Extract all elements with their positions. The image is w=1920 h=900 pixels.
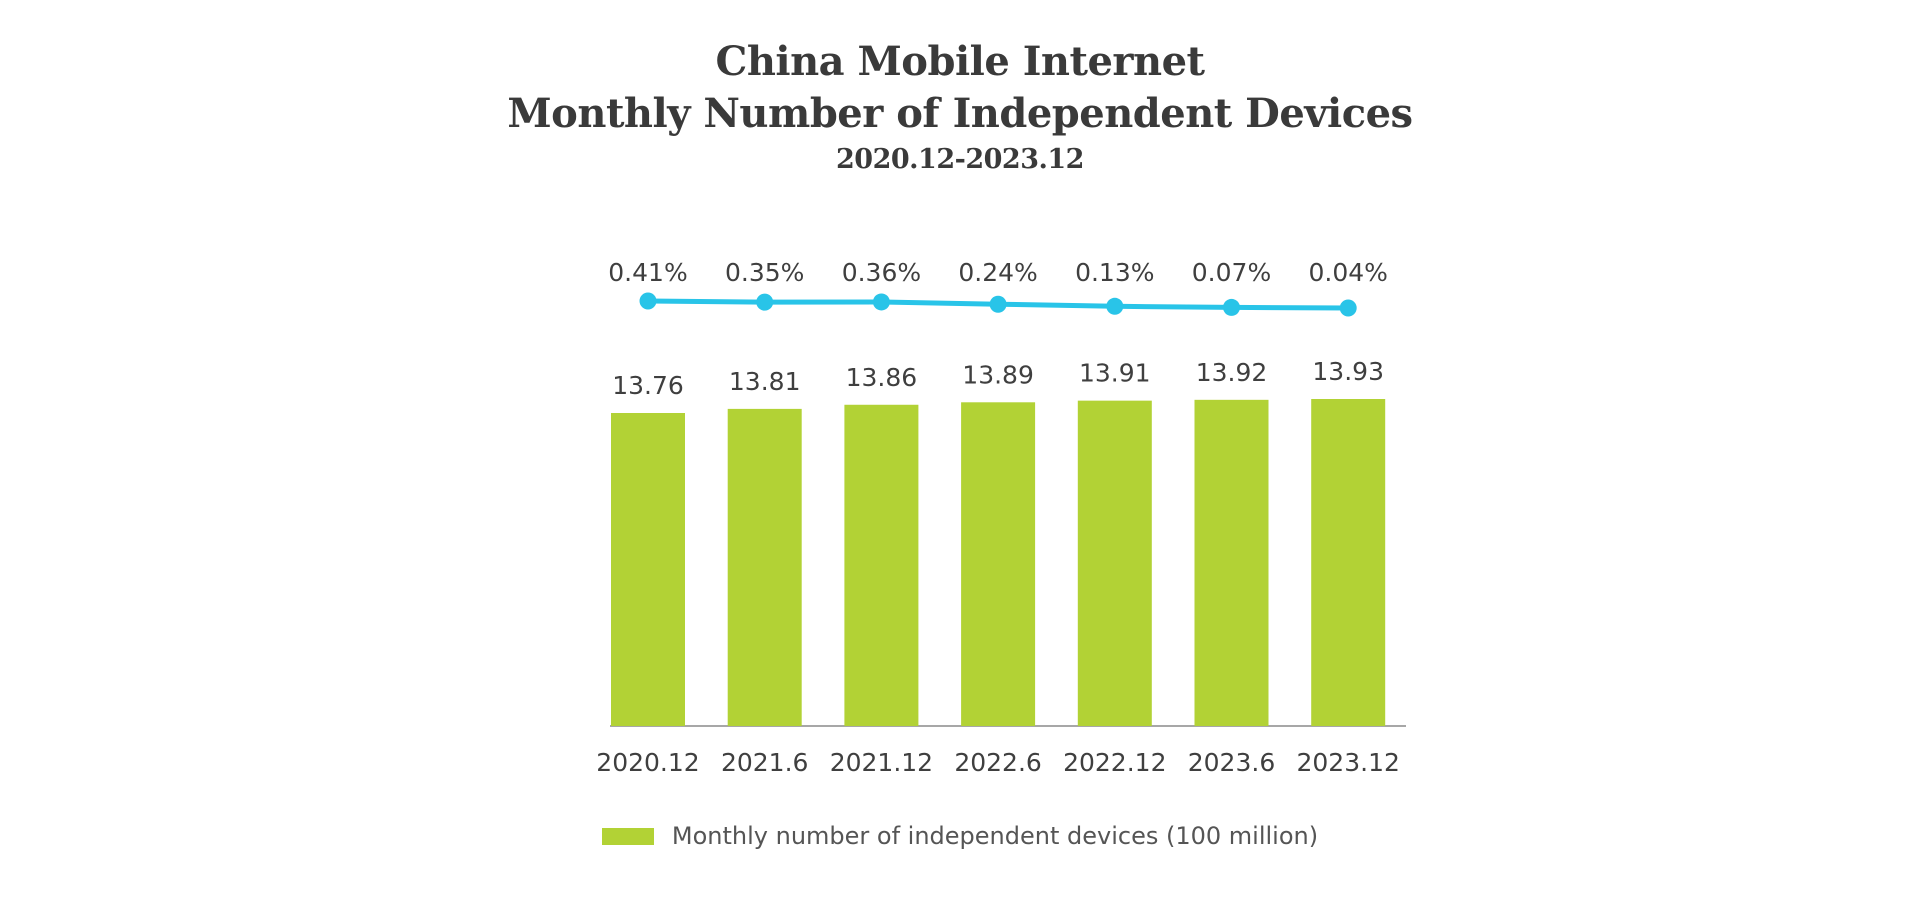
legend: Monthly number of independent devices (1… xyxy=(0,822,1920,850)
bar-value-label: 13.76 xyxy=(612,371,684,400)
bar-value-label: 13.91 xyxy=(1079,359,1151,388)
bar-value-label: 13.92 xyxy=(1196,358,1268,387)
bar-value-label: 13.86 xyxy=(846,363,918,392)
growth-point-2021.6 xyxy=(756,293,774,311)
x-tick-label: 2023.6 xyxy=(1188,748,1275,777)
chart-title-line-1: China Mobile Internet xyxy=(715,38,1205,85)
chart-subtitle: 2020.12-2023.12 xyxy=(836,144,1084,175)
growth-point-2021.12 xyxy=(872,293,890,311)
chart-title-block: China Mobile Internet Monthly Number of … xyxy=(0,36,1920,180)
x-tick-label: 2023.12 xyxy=(1297,748,1400,777)
growth-value-label: 0.24% xyxy=(958,258,1037,287)
growth-point-2022.6 xyxy=(989,295,1007,313)
chart-title-line-2: Monthly Number of Independent Devices xyxy=(507,90,1413,137)
bar-2023.6 xyxy=(1194,399,1269,726)
growth-point-2020.12 xyxy=(639,292,657,310)
growth-point-2022.12 xyxy=(1106,297,1124,315)
growth-value-label: 0.07% xyxy=(1192,258,1271,287)
x-tick-label: 2021.12 xyxy=(830,748,933,777)
growth-value-label: 0.36% xyxy=(842,258,921,287)
legend-label: Monthly number of independent devices (1… xyxy=(671,822,1319,850)
growth-point-2023.12 xyxy=(1339,299,1357,317)
x-tick-label: 2020.12 xyxy=(596,748,699,777)
legend-swatch xyxy=(601,827,654,845)
bar-2021.12 xyxy=(844,404,919,726)
growth-value-label: 0.13% xyxy=(1075,258,1154,287)
x-tick-label: 2021.6 xyxy=(721,748,808,777)
bar-value-label: 13.81 xyxy=(729,367,801,396)
bar-value-label: 13.89 xyxy=(962,360,1034,389)
x-tick-label: 2022.6 xyxy=(954,748,1041,777)
bar-2022.6 xyxy=(961,402,1036,726)
growth-point-2023.6 xyxy=(1223,298,1240,316)
bar-2021.6 xyxy=(727,408,802,726)
growth-value-label: 0.04% xyxy=(1308,258,1387,287)
growth-value-label: 0.41% xyxy=(608,258,687,287)
bar-value-label: 13.93 xyxy=(1312,357,1384,386)
growth-value-label: 0.35% xyxy=(725,258,804,287)
bar-2023.12 xyxy=(1311,399,1386,726)
bar-2020.12 xyxy=(611,413,685,726)
x-tick-label: 2022.12 xyxy=(1063,748,1166,777)
bar-2022.12 xyxy=(1077,400,1152,726)
